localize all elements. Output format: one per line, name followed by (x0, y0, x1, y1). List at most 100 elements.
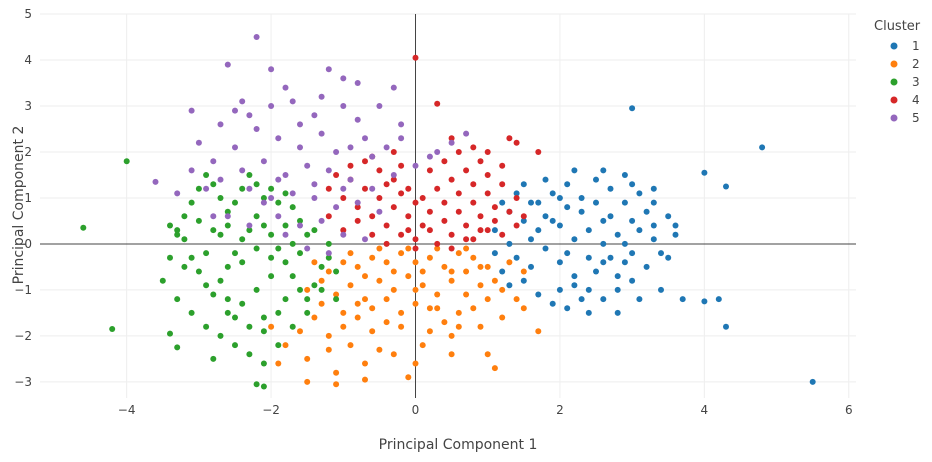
data-point (419, 342, 426, 349)
cluster-3-points (80, 158, 340, 390)
data-point (347, 162, 354, 169)
data-point (333, 296, 340, 303)
data-point (672, 222, 679, 229)
legend-item-3[interactable]: 3 (890, 75, 920, 89)
data-point (528, 263, 534, 270)
data-point (463, 268, 470, 275)
data-point (275, 309, 282, 316)
data-point (383, 222, 390, 229)
data-point (354, 80, 361, 86)
data-point (484, 351, 491, 358)
legend-item-4[interactable]: 4 (890, 93, 920, 107)
data-point (390, 268, 397, 275)
data-point (188, 309, 195, 316)
data-point (260, 314, 267, 321)
data-point (477, 158, 484, 165)
data-point (621, 259, 628, 266)
data-point (362, 158, 368, 165)
data-point (246, 222, 253, 229)
data-point (282, 172, 289, 178)
data-point (232, 107, 238, 114)
data-point (448, 268, 455, 275)
data-point (282, 190, 289, 197)
data-point (455, 149, 462, 155)
legend[interactable]: Cluster 1 2 3 4 5 (874, 19, 921, 125)
data-point (650, 199, 657, 206)
data-point (426, 227, 433, 234)
data-point (311, 195, 318, 201)
data-point (289, 190, 296, 197)
legend-marker (890, 96, 898, 104)
legend-label: 2 (912, 57, 920, 71)
data-point (340, 185, 347, 192)
data-point (362, 236, 368, 243)
data-point (159, 277, 166, 284)
y-axis-title: Principal Component 2 (11, 126, 27, 285)
data-point (246, 351, 253, 358)
data-point (167, 330, 173, 337)
data-point (325, 240, 332, 247)
data-point (405, 273, 412, 280)
data-point (419, 222, 426, 229)
data-point (188, 199, 195, 206)
data-point (593, 176, 599, 183)
data-point (354, 116, 361, 123)
data-point (455, 250, 462, 257)
data-point (484, 172, 491, 178)
data-point (239, 185, 246, 192)
legend-item-5[interactable]: 5 (890, 111, 920, 125)
legend-item-1[interactable]: 1 (890, 39, 920, 53)
data-point (455, 309, 462, 316)
data-point (506, 135, 513, 142)
data-point (477, 263, 484, 270)
data-point (268, 185, 275, 192)
data-point (520, 268, 527, 275)
data-point (723, 183, 729, 190)
data-point (318, 263, 325, 270)
data-point (607, 254, 614, 261)
data-point (253, 245, 260, 252)
data-point (354, 263, 361, 270)
data-point (412, 360, 419, 367)
data-point (614, 309, 621, 316)
data-point (426, 153, 433, 160)
y-tick-label: −1 (14, 283, 32, 297)
data-point (679, 296, 686, 303)
data-point (246, 323, 253, 330)
data-point (325, 254, 332, 261)
data-point (463, 167, 470, 174)
data-point (499, 162, 506, 169)
data-point (239, 167, 246, 174)
zero-lines (40, 14, 856, 398)
data-point (376, 245, 383, 252)
data-point (325, 268, 332, 275)
legend-label: 5 (912, 111, 920, 125)
data-point (210, 355, 217, 362)
data-point (203, 250, 210, 257)
data-point (333, 172, 340, 178)
data-point (80, 224, 87, 231)
data-point (232, 199, 238, 206)
data-point (643, 263, 650, 270)
data-point (203, 185, 210, 192)
data-point (571, 167, 578, 174)
data-point (491, 227, 498, 234)
data-point (347, 342, 354, 349)
data-point (289, 204, 296, 211)
data-point (470, 144, 477, 151)
data-point (174, 227, 181, 234)
data-point (463, 130, 470, 137)
data-point (506, 208, 513, 215)
data-point (340, 195, 347, 201)
data-point (297, 250, 303, 257)
data-point (123, 158, 130, 165)
data-point (621, 240, 628, 247)
data-point (513, 195, 520, 201)
data-point (513, 254, 520, 261)
data-point (390, 176, 397, 183)
legend-item-2[interactable]: 2 (890, 57, 920, 71)
data-point (434, 240, 441, 247)
data-point (224, 208, 231, 215)
data-point (369, 328, 376, 335)
data-point (614, 286, 621, 293)
